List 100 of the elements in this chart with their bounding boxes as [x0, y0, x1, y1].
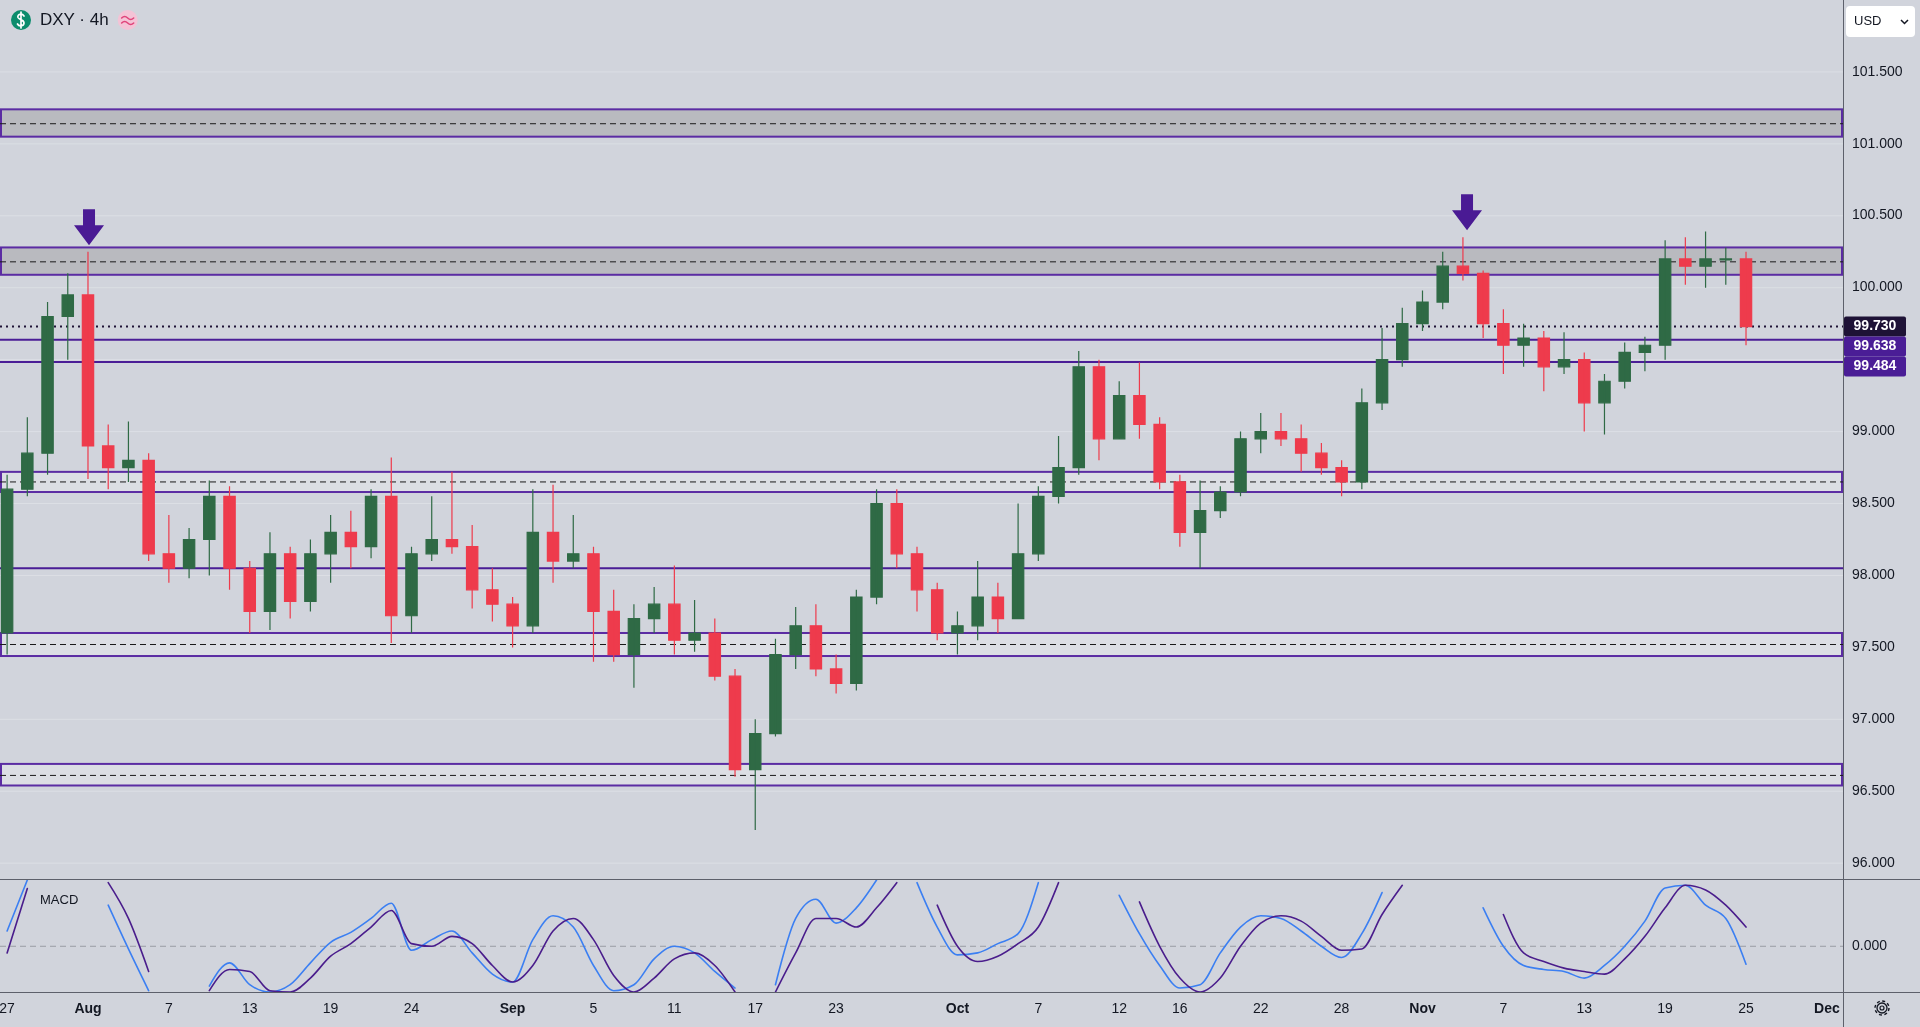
- x-tick-label: 13: [1576, 999, 1593, 1016]
- candlestick: [21, 416, 34, 497]
- candlestick: [1598, 373, 1611, 436]
- x-tick-label: 17: [747, 999, 764, 1016]
- x-tick-label: 19: [1657, 999, 1674, 1016]
- candlestick: [1315, 442, 1328, 476]
- candlestick: [789, 606, 802, 670]
- candlestick: [1476, 269, 1490, 339]
- candlestick: [526, 488, 540, 634]
- candlestick: [809, 603, 823, 677]
- candlestick: [1153, 416, 1166, 490]
- candlestick: [465, 524, 479, 610]
- x-tick-label: 23: [828, 999, 845, 1016]
- candlestick: [1254, 412, 1267, 454]
- candlestick: [1577, 351, 1591, 433]
- candlestick: [223, 485, 236, 591]
- candlestick: [1193, 479, 1207, 569]
- candlestick: [1658, 239, 1672, 361]
- x-tick-label: 7: [164, 999, 173, 1016]
- candlestick: [203, 479, 216, 577]
- candlestick: [1234, 430, 1247, 497]
- x-tick-label: Dec: [1814, 999, 1840, 1016]
- y-tick-label: 97.000: [1852, 710, 1896, 727]
- text: DXY · 4h: [40, 10, 109, 30]
- candlestick: [951, 610, 964, 656]
- x-tick-label: 24: [403, 999, 420, 1016]
- candlestick: [506, 596, 519, 648]
- x-tick-label: Oct: [945, 999, 970, 1016]
- candlestick: [930, 582, 944, 641]
- candlestick: [1133, 361, 1146, 440]
- candlestick: [607, 589, 620, 663]
- x-tick-label: Sep: [499, 999, 526, 1016]
- x-tick-label: 22: [1252, 999, 1269, 1016]
- candlestick: [1517, 323, 1530, 368]
- candlestick: [1173, 474, 1187, 548]
- candlestick: [1456, 236, 1470, 282]
- x-tick-label: 25: [1738, 999, 1755, 1016]
- x-tick-label: 16: [1172, 999, 1188, 1016]
- candlestick: [486, 567, 499, 623]
- candlestick: [870, 488, 883, 605]
- x-tick-label: 7: [1499, 999, 1508, 1016]
- candlestick: [324, 514, 337, 584]
- ref-line-label: 0.000: [1852, 936, 1888, 953]
- candlestick: [1335, 459, 1348, 497]
- y-tick-label: 101.500: [1852, 62, 1903, 79]
- ref-line-label: 99.638: [1853, 337, 1897, 354]
- candlestick: [1416, 290, 1429, 332]
- candlestick: [1396, 307, 1409, 368]
- candlestick: [748, 718, 762, 831]
- candlestick: [910, 546, 924, 613]
- x-tick-label: 11: [667, 999, 682, 1016]
- candlestick: [1355, 387, 1369, 490]
- candlestick: [263, 531, 277, 631]
- candlestick: [1497, 308, 1510, 375]
- candlestick: [567, 514, 580, 569]
- candlestick: [1719, 246, 1733, 286]
- ref-line-label: 99.484: [1853, 357, 1897, 374]
- candlestick: [162, 514, 176, 584]
- candlestick: [829, 653, 843, 695]
- candlestick: [647, 586, 661, 634]
- candlestick: [1274, 412, 1288, 447]
- candlestick: [1699, 231, 1712, 289]
- candlestick: [61, 272, 75, 361]
- candlestick: [546, 484, 560, 584]
- candlestick: [769, 638, 782, 738]
- candlestick: [1739, 251, 1753, 346]
- candlestick: [283, 546, 297, 620]
- x-tick-label: Aug: [74, 999, 102, 1016]
- y-tick-label: 98.000: [1852, 566, 1896, 583]
- text: MACD: [40, 892, 79, 908]
- x-tick-label: 12: [1111, 999, 1128, 1016]
- candlestick: [344, 510, 358, 569]
- x-tick-label: 27: [0, 999, 16, 1016]
- candlestick: [182, 527, 196, 579]
- candlestick: [627, 603, 641, 689]
- candlestick: [1011, 502, 1025, 620]
- y-tick-label: 99.000: [1852, 422, 1896, 439]
- candlestick: [1375, 327, 1389, 411]
- candlestick: [364, 488, 378, 559]
- candlestick: [142, 452, 155, 562]
- candlestick: [304, 538, 317, 613]
- y-tick-label: 100.500: [1852, 206, 1903, 223]
- candlestick: [1557, 331, 1571, 375]
- candlestick: [445, 471, 459, 555]
- candlestick: [688, 599, 701, 653]
- candlestick: [425, 495, 438, 562]
- y-tick-label: 101.000: [1852, 134, 1903, 151]
- candlestick: [1679, 236, 1692, 286]
- candlestick: [1092, 359, 1106, 461]
- x-tick-label: 19: [322, 999, 339, 1016]
- candlestick: [122, 420, 135, 483]
- candlestick: [405, 546, 418, 634]
- text: USD: [1854, 13, 1882, 29]
- candlestick: [587, 546, 600, 663]
- y-tick-label: 96.500: [1852, 781, 1896, 798]
- y-tick-label: 98.500: [1852, 494, 1896, 511]
- candlestick: [385, 456, 398, 644]
- x-tick-label: 13: [241, 999, 258, 1016]
- candlestick: [890, 488, 904, 569]
- y-tick-label: 96.000: [1852, 853, 1896, 870]
